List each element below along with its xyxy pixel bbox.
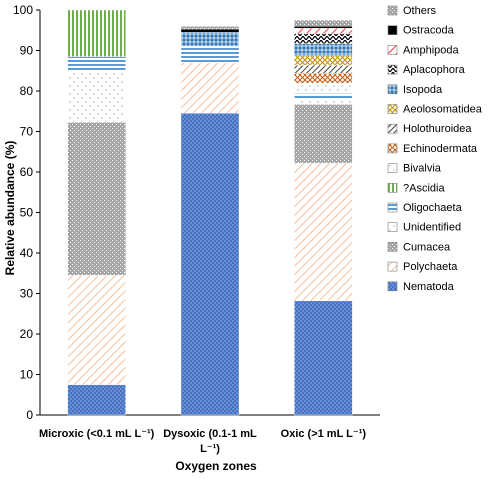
y-tick-label: 0 xyxy=(26,408,33,422)
bar-segment-aeolosomatidea xyxy=(294,55,353,66)
legend-item: Nematoda xyxy=(387,281,455,293)
legend-swatch xyxy=(387,261,398,272)
legend-label: Aeolosomatidea xyxy=(403,104,483,116)
bar-segment-bivalvia xyxy=(294,83,353,94)
legend-item: Cumacea xyxy=(387,241,451,253)
bar-segment-isopoda xyxy=(294,43,353,56)
legend-swatch xyxy=(387,45,398,55)
legend: Others Ostracoda Amphipoda Aplacophora Isopo… xyxy=(387,5,483,293)
y-tick-label: 10 xyxy=(20,368,34,382)
bar-segment-unidentified xyxy=(294,98,353,105)
legend-swatch xyxy=(387,222,398,232)
y-axis-title: Relative abundance (%) xyxy=(3,141,17,276)
legend-item: Others xyxy=(387,5,437,17)
y-tick-label: 20 xyxy=(20,327,34,341)
y-tick-label: 30 xyxy=(20,287,34,301)
legend-item: Unidentified xyxy=(387,222,461,234)
legend-label: Polychaeta xyxy=(403,261,458,273)
legend-item: Oligochaeta xyxy=(387,202,463,214)
x-category-label: Microxic (<0.1 mL L⁻¹) xyxy=(39,428,155,440)
legend-swatch xyxy=(387,25,398,36)
legend-swatch xyxy=(387,183,398,193)
bar-segment-isopoda xyxy=(180,32,240,47)
bar-segment-polychaeta xyxy=(67,275,126,385)
x-axis-title: Oxygen zones xyxy=(175,459,257,473)
legend-swatch xyxy=(387,123,398,134)
y-tick-label: 90 xyxy=(20,44,34,58)
y-tick-label: 40 xyxy=(20,246,34,260)
legend-item: Aeolosomatidea xyxy=(387,104,483,116)
legend-swatch xyxy=(387,143,398,154)
legend-item: Polychaeta xyxy=(387,261,458,273)
y-tick-label: 70 xyxy=(20,125,34,139)
legend-item: Aplacophora xyxy=(387,64,466,76)
bar-segment-others xyxy=(294,19,353,27)
x-category-label-line2: L⁻¹) xyxy=(200,443,220,455)
bar-stack xyxy=(67,9,126,416)
legend-label: Isopoda xyxy=(403,84,443,96)
x-axis-categories: Microxic (<0.1 mL L⁻¹) Dysoxic (0.1-1 mL L… xyxy=(39,428,366,455)
bar-segment-nematoda xyxy=(294,300,353,416)
legend-label: Holothuroidea xyxy=(403,123,472,135)
legend-label: Cumacea xyxy=(403,241,451,253)
legend-item: ?Ascidia xyxy=(387,182,445,194)
y-tick-label: 50 xyxy=(20,206,34,220)
legend-item: Amphipoda xyxy=(387,44,460,56)
legend-label: Bivalvia xyxy=(403,163,442,175)
legend-swatch xyxy=(387,5,398,16)
bar-stack xyxy=(180,26,240,416)
bar-segment-cumacea xyxy=(294,104,353,164)
legend-label: Amphipoda xyxy=(403,44,460,56)
legend-item: Isopoda xyxy=(387,84,443,96)
legend-swatch xyxy=(387,202,398,213)
bar-segment-holothuroidea xyxy=(294,64,353,74)
bar-segment-unidentified xyxy=(67,71,126,123)
legend-item: Ostracoda xyxy=(387,25,455,37)
bar-segment-ascidia xyxy=(67,9,126,57)
x-category-label: Dysoxic (0.1-1 mL xyxy=(163,428,257,440)
legend-label: Ostracoda xyxy=(403,25,455,37)
legend-label: ?Ascidia xyxy=(403,182,445,194)
legend-label: Oligochaeta xyxy=(403,202,463,214)
bar-segment-cumacea xyxy=(67,121,126,276)
y-tick-label: 100 xyxy=(13,3,33,17)
y-tick-label: 60 xyxy=(20,165,34,179)
bar-segment-aplacophora xyxy=(294,33,353,44)
legend-label: Unidentified xyxy=(403,222,461,234)
y-tick-label: 80 xyxy=(20,84,34,98)
y-axis-ticks: 0 10 20 30 40 50 60 70 80 90 100 xyxy=(13,3,40,422)
legend-label: Nematoda xyxy=(403,281,455,293)
legend-label: Others xyxy=(403,5,437,17)
bar-segment-polychaeta xyxy=(180,62,240,114)
bar-segment-ostracoda xyxy=(180,28,240,33)
legend-item: Holothuroidea xyxy=(387,123,472,135)
legend-item: Echinodermata xyxy=(387,143,478,155)
bar-segment-nematoda xyxy=(180,113,240,416)
legend-label: Aplacophora xyxy=(403,64,466,76)
bar-segment-oligochaeta xyxy=(180,46,240,63)
bar-segment-oligochaeta xyxy=(67,56,126,72)
legend-swatch xyxy=(387,104,398,114)
legend-swatch xyxy=(387,64,398,75)
legend-swatch xyxy=(387,281,398,292)
legend-swatch xyxy=(387,242,398,252)
bar-segment-oligochaeta xyxy=(294,93,353,99)
legend-item: Bivalvia xyxy=(387,163,442,175)
legend-swatch xyxy=(387,163,398,173)
bar-segment-others xyxy=(180,26,240,30)
bar-segment-echinodermata xyxy=(294,72,353,84)
legend-swatch xyxy=(387,84,398,95)
bar-segment-polychaeta xyxy=(294,162,353,301)
bar-stack xyxy=(294,19,353,416)
x-category-label: Oxic (>1 mL L⁻¹) xyxy=(281,428,367,440)
bar-segment-ostracoda xyxy=(294,26,353,29)
bars-group xyxy=(67,9,353,416)
bar-segment-amphipoda xyxy=(294,28,353,34)
bar-segment-nematoda xyxy=(67,384,126,416)
legend-label: Echinodermata xyxy=(403,143,478,155)
